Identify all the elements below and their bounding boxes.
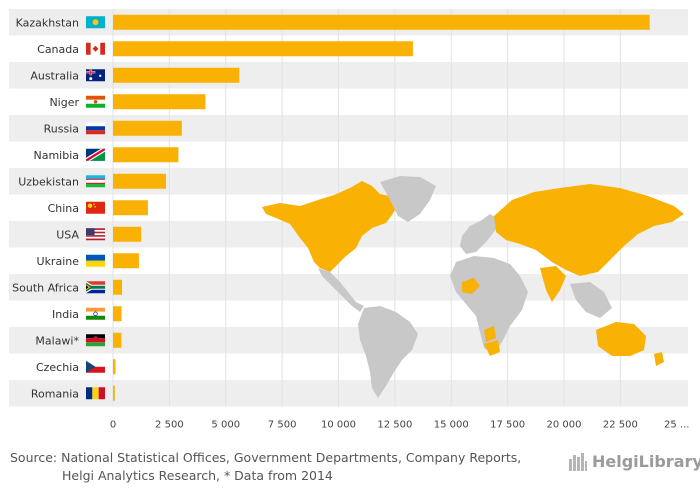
bar[interactable] bbox=[113, 385, 115, 401]
source-line-1: Source: National Statistical Offices, Go… bbox=[10, 450, 522, 465]
bar[interactable] bbox=[113, 226, 142, 242]
x-tick-label: 10 000 bbox=[321, 420, 356, 431]
malawi-flag-icon bbox=[86, 334, 105, 347]
australia-flag-icon bbox=[86, 69, 105, 82]
category-label: USA bbox=[56, 228, 79, 241]
x-tick-label: 15 000 bbox=[434, 420, 469, 431]
bar[interactable] bbox=[113, 173, 166, 189]
x-tick-label: 17 500 bbox=[490, 420, 525, 431]
category-label: Uzbekistan bbox=[18, 175, 79, 188]
category-label: China bbox=[48, 202, 79, 215]
row-band bbox=[9, 115, 688, 142]
canada-flag-icon bbox=[86, 42, 105, 55]
brand[interactable]: HelgiLibrary bbox=[568, 452, 700, 471]
kazakhstan-flag-icon bbox=[86, 16, 105, 29]
china-flag-icon bbox=[86, 201, 105, 214]
india-flag-icon bbox=[86, 307, 105, 320]
row-band bbox=[9, 327, 688, 354]
flags bbox=[86, 16, 105, 400]
bar[interactable] bbox=[113, 200, 148, 216]
bar[interactable] bbox=[113, 41, 413, 57]
bar[interactable] bbox=[113, 120, 182, 136]
category-labels: Kazakhstan Canada Australia Niger Russia Nami… bbox=[12, 16, 79, 400]
category-label: Czechia bbox=[36, 361, 79, 374]
bar[interactable] bbox=[113, 253, 139, 269]
namibia-flag-icon bbox=[86, 148, 105, 161]
bar[interactable] bbox=[113, 279, 123, 295]
category-label: Romania bbox=[31, 387, 79, 400]
bar[interactable] bbox=[113, 147, 179, 163]
category-label: Canada bbox=[37, 43, 79, 56]
ukraine-flag-icon bbox=[86, 254, 105, 267]
niger-flag-icon bbox=[86, 95, 105, 108]
x-tick-label: 5 000 bbox=[211, 420, 240, 431]
category-label: Australia bbox=[30, 69, 79, 82]
x-tick-label: 20 000 bbox=[546, 420, 581, 431]
uzbekistan-flag-icon bbox=[86, 175, 105, 188]
bar[interactable] bbox=[113, 67, 240, 83]
bar[interactable] bbox=[113, 306, 122, 322]
x-tick-label: 2 500 bbox=[155, 420, 184, 431]
world-map-icon bbox=[262, 176, 684, 398]
south-africa-flag-icon bbox=[86, 281, 105, 294]
bar[interactable] bbox=[113, 359, 116, 375]
bar[interactable] bbox=[113, 332, 122, 348]
category-label: Malawi* bbox=[35, 334, 79, 347]
category-label: India bbox=[52, 308, 79, 321]
helgi-library-logo-icon bbox=[569, 452, 587, 471]
source-note: Source: National Statistical Offices, Go… bbox=[10, 449, 550, 485]
czechia-flag-icon bbox=[86, 360, 105, 373]
category-label: Russia bbox=[44, 122, 79, 135]
category-label: South Africa bbox=[12, 281, 79, 294]
x-axis-ticks: 0 2 500 5 000 7 500 10 000 12 500 15 000 17 500… bbox=[110, 420, 690, 431]
bar[interactable] bbox=[113, 94, 206, 110]
bar[interactable] bbox=[113, 14, 650, 30]
category-label: Namibia bbox=[33, 149, 79, 162]
x-tick-label: 7 500 bbox=[268, 420, 297, 431]
row-band bbox=[9, 380, 688, 407]
brand-name: HelgiLibrary bbox=[592, 452, 700, 471]
x-tick-label: 12 500 bbox=[377, 420, 412, 431]
russia-flag-icon bbox=[86, 122, 105, 135]
row-band bbox=[9, 62, 688, 89]
bar-chart: Kazakhstan Canada Australia Niger Russia Nami… bbox=[9, 9, 690, 431]
category-label: Ukraine bbox=[37, 255, 80, 268]
source-line-2: Helgi Analytics Research, * Data from 20… bbox=[62, 468, 333, 483]
bars bbox=[113, 14, 650, 401]
usa-flag-icon bbox=[86, 228, 105, 241]
x-tick-label: 0 bbox=[110, 420, 116, 431]
x-tick-label: 22 500 bbox=[603, 420, 638, 431]
category-label: Niger bbox=[49, 96, 79, 109]
romania-flag-icon bbox=[86, 387, 105, 400]
category-label: Kazakhstan bbox=[16, 16, 79, 29]
x-tick-label: 25 ... bbox=[664, 420, 689, 431]
